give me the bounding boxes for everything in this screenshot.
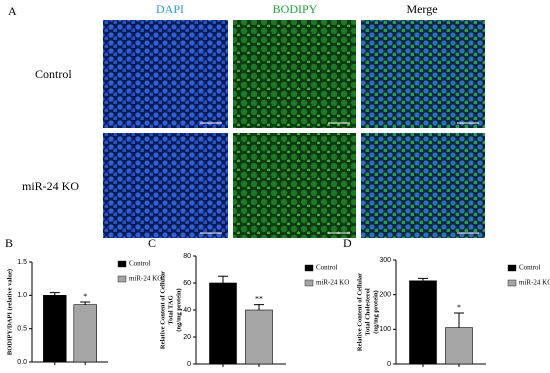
legend-swatch	[304, 279, 314, 287]
image-merge	[361, 133, 485, 238]
y-tick-label: 40	[183, 307, 191, 314]
bar	[43, 295, 67, 363]
row-label: Control	[35, 67, 72, 81]
y-tick-label: 1.5	[17, 259, 27, 266]
legend-label: miR-24 KO	[519, 279, 550, 287]
legend-label: Control	[316, 264, 337, 272]
bar	[245, 309, 273, 365]
y-tick-label: 100	[379, 326, 391, 333]
image-merge	[361, 20, 485, 128]
error-bar	[49, 292, 60, 296]
panel-label: C	[148, 236, 156, 250]
micrographs	[103, 20, 485, 238]
panel-label: B	[5, 236, 13, 250]
y-tick-label: 1.0	[17, 292, 27, 299]
image-bodipy	[233, 133, 356, 238]
y-axis-label: Relative Content of Cellular	[159, 271, 166, 349]
y-axis-label: Relative Content of Cellular	[356, 273, 363, 351]
bar	[445, 327, 473, 365]
significance: *	[457, 303, 461, 312]
y-tick-label: 60	[183, 280, 191, 287]
column-header: Merge	[406, 2, 437, 16]
y-tick-label: 0	[387, 361, 391, 368]
image-dapi	[103, 20, 228, 128]
bar	[73, 304, 97, 363]
error-bar	[254, 304, 264, 310]
legend-swatch	[304, 264, 314, 272]
error-bar	[80, 301, 91, 305]
significance: **	[255, 294, 263, 303]
row-label: miR-24 KO	[22, 179, 79, 193]
bar	[409, 280, 437, 365]
y-axis-label: Total TAG	[167, 295, 174, 324]
error-bar	[454, 312, 464, 328]
y-tick-label: 0.0	[17, 359, 27, 366]
legend-swatch	[117, 275, 127, 283]
legend-swatch	[117, 260, 127, 268]
error-bar	[418, 277, 428, 281]
image-bodipy	[233, 20, 356, 128]
y-tick-label: 0	[187, 361, 191, 368]
legend-label: miR-24 KO	[316, 279, 349, 287]
y-axis-label: BODIPY/DAPI (relative value)	[6, 269, 13, 355]
y-tick-label: 20	[183, 334, 191, 341]
y-axis-label: Total Cholesterol	[364, 288, 371, 336]
legend-label: miR-24 KO	[129, 275, 162, 283]
error-bar	[218, 275, 228, 283]
column-header: DAPI	[156, 2, 184, 16]
panel-label: A	[8, 4, 17, 18]
y-tick-label: 300	[379, 257, 391, 264]
column-header: BODIPY	[273, 2, 318, 16]
y-axis-label: (ng/mg protein)	[175, 288, 182, 331]
y-tick-label: 200	[379, 292, 391, 299]
legend-swatch	[507, 264, 517, 272]
y-tick-label: 0.5	[17, 326, 27, 333]
y-tick-label: 80	[183, 253, 191, 260]
bar	[209, 282, 237, 365]
legend-label: Control	[129, 260, 150, 268]
legend-label: Control	[519, 264, 540, 272]
significance: *	[83, 292, 87, 301]
image-dapi	[103, 133, 228, 238]
legend-swatch	[507, 279, 517, 287]
panel-label: D	[343, 236, 352, 250]
y-axis-label: (ug/mg protein)	[372, 290, 379, 333]
